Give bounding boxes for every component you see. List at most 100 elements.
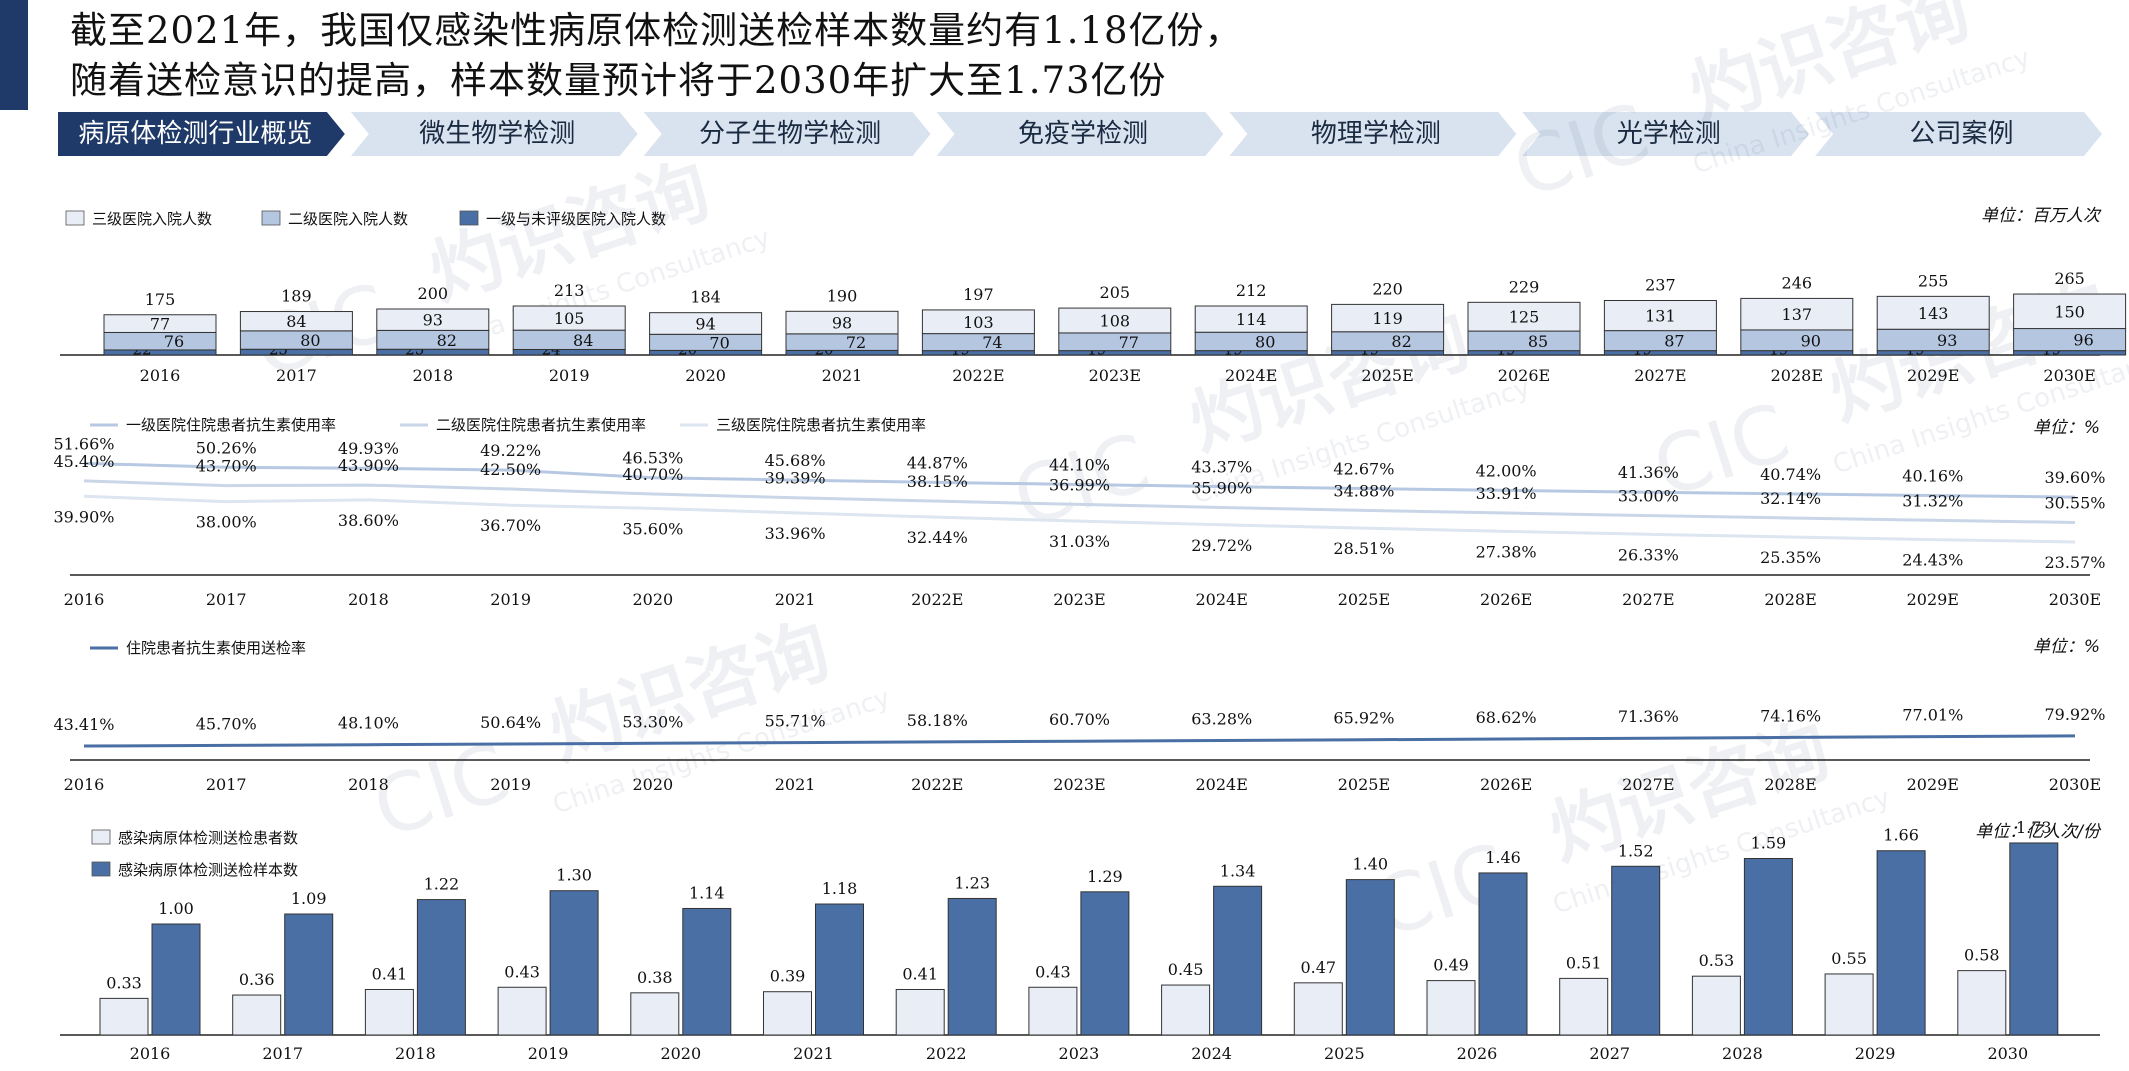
chart2-line-2	[83, 494, 2076, 544]
chart1-bar-2-4	[649, 312, 763, 335]
chart2-label-0-5: 45.68%	[765, 451, 826, 470]
chart4-bar-0-10	[1426, 980, 1476, 1036]
chart1-legend-2-swatch	[459, 210, 479, 226]
chart4-xtick-12: 2028	[1722, 1044, 1763, 1063]
chart2-label-0-9: 42.67%	[1333, 460, 1394, 479]
chart1-bar-2-13	[1876, 295, 1990, 330]
chart1-bar-2-9	[1331, 303, 1445, 333]
chart2-label-1-7: 36.99%	[1049, 475, 1110, 494]
chart2-label-0-10: 42.00%	[1476, 461, 1537, 480]
chart2-label-2-1: 38.00%	[196, 513, 257, 532]
chart1-bar-0-1	[239, 348, 353, 356]
chart3-xtick-4: 2020	[632, 775, 673, 794]
chart2-xtick-2: 2018	[348, 590, 389, 609]
chart4-legend-0-swatch	[91, 829, 111, 845]
chart1-bar-1-7	[1058, 332, 1172, 352]
chart3-label-13: 77.01%	[1902, 706, 1963, 725]
chart4-bar-1-3	[549, 890, 599, 1036]
chart4-label-0-8: 0.45	[1168, 960, 1204, 979]
chart4-xtick-1: 2017	[262, 1044, 303, 1063]
chart1-total-1: 189	[281, 287, 312, 306]
chart1-bar-2-10	[1467, 301, 1581, 332]
chart4-bar-1-14	[2009, 842, 2059, 1036]
chart3-xtick-6: 2022E	[911, 775, 963, 794]
nav-tab-4[interactable]: 物理学检测	[1310, 119, 1441, 149]
chart2-label-0-1: 50.26%	[196, 438, 257, 457]
chart4-label-1-13: 1.66	[1883, 826, 1919, 845]
nav-tab-3[interactable]: 免疫学检测	[1017, 119, 1148, 149]
chart2-label-1-6: 38.15%	[907, 472, 968, 491]
nav-tab-6[interactable]: 公司案例	[1909, 119, 2014, 149]
chart1-bar-1-11	[1603, 330, 1717, 352]
chart1-total-6: 197	[963, 285, 994, 304]
chart2-xtick-14: 2030E	[2049, 590, 2101, 609]
chart2-label-0-6: 44.87%	[907, 453, 968, 472]
chart1-xtick-11: 2027E	[1634, 366, 1686, 385]
chart1-legend-0-label: 三级医院入院人数	[92, 210, 212, 228]
chart1-legend-0-swatch	[65, 210, 85, 226]
chart2-xtick-11: 2027E	[1622, 590, 1674, 609]
header-accent-bar	[0, 0, 28, 110]
chart1-total-10: 229	[1509, 277, 1540, 296]
chart2-label-1-12: 32.14%	[1760, 489, 1821, 508]
chart1-legend-1-label: 二级医院入院人数	[288, 210, 408, 228]
page-title-line-2: 随着送检意识的提高，样本数量预计将于2030年扩大至1.73亿份	[70, 59, 1167, 102]
chart4-label-0-0: 0.33	[106, 973, 142, 992]
chart1-value-1-0: 76	[164, 332, 184, 351]
chart3-xtick-2: 2018	[348, 775, 389, 794]
chart4-bar-0-9	[1293, 982, 1343, 1036]
chart4-xtick-10: 2026	[1457, 1044, 1498, 1063]
chart2-label-2-6: 32.44%	[907, 528, 968, 547]
chart4-label-0-12: 0.53	[1699, 951, 1735, 970]
chart1-xtick-5: 2021	[822, 366, 863, 385]
chart1-xtick-12: 2028E	[1771, 366, 1823, 385]
chart1-value-2-1: 84	[286, 312, 306, 331]
chart2-xtick-12: 2028E	[1764, 590, 1816, 609]
nav-tab-shape-2	[643, 112, 931, 156]
chart-admissions: 三级医院入院人数二级医院入院人数一级与未评级医院入院人数单位：百万人次22767…	[60, 206, 2127, 385]
chart2-label-1-13: 31.32%	[1902, 491, 1963, 510]
nav-tab-2[interactable]: 分子生物学检测	[699, 119, 882, 149]
chart3-xtick-5: 2021	[775, 775, 816, 794]
chart4-xtick-8: 2024	[1191, 1044, 1232, 1063]
chart3-label-4: 53.30%	[622, 712, 683, 731]
chart4-bar-0-7	[1028, 986, 1078, 1036]
nav-tab-5[interactable]: 光学检测	[1616, 119, 1721, 149]
chart1-total-13: 255	[1918, 271, 1949, 290]
chart3-xtick-1: 2017	[206, 775, 247, 794]
chart3-xtick-14: 2030E	[2049, 775, 2101, 794]
chart4-bar-1-12	[1743, 858, 1793, 1036]
chart1-bar-1-1	[239, 330, 353, 350]
chart4-label-1-3: 1.30	[556, 866, 592, 885]
chart2-xtick-13: 2029E	[1907, 590, 1959, 609]
chart2-label-0-0: 51.66%	[53, 434, 114, 453]
chart1-value-2-11: 131	[1645, 307, 1676, 326]
chart1-value-1-11: 87	[1664, 332, 1684, 351]
chart2-xtick-3: 2019	[490, 590, 531, 609]
chart1-xtick-7: 2023E	[1089, 366, 1141, 385]
nav-tab-1[interactable]: 微生物学检测	[419, 119, 576, 149]
chart4-label-1-2: 1.22	[424, 875, 460, 894]
chart3-label-14: 79.92%	[2044, 705, 2105, 724]
chart2-label-0-12: 40.74%	[1760, 465, 1821, 484]
chart4-label-0-13: 0.55	[1831, 949, 1867, 968]
chart4-label-1-12: 1.59	[1751, 834, 1787, 853]
chart2-label-2-13: 24.43%	[1902, 551, 1963, 570]
chart3-xtick-8: 2024E	[1196, 775, 1248, 794]
chart4-bar-0-3	[497, 986, 547, 1036]
chart3-label-10: 68.62%	[1476, 708, 1537, 727]
chart2-label-2-9: 28.51%	[1333, 539, 1394, 558]
nav-tab-0[interactable]: 病原体检测行业概览	[78, 119, 313, 149]
chart4-bar-0-1	[232, 994, 282, 1036]
chart1-xtick-3: 2019	[549, 366, 590, 385]
nav-tab-shape-1	[350, 112, 638, 156]
chart3-xtick-11: 2027E	[1622, 775, 1674, 794]
chart2-label-0-14: 39.60%	[2044, 468, 2105, 487]
chart4-xtick-4: 2020	[660, 1044, 701, 1063]
chart4-label-0-6: 0.41	[902, 964, 938, 983]
chart1-value-2-14: 150	[2054, 302, 2085, 321]
chart1-bar-2-8	[1194, 305, 1308, 333]
chart1-bar-1-4	[649, 333, 763, 351]
chart4-label-0-1: 0.36	[239, 970, 275, 989]
